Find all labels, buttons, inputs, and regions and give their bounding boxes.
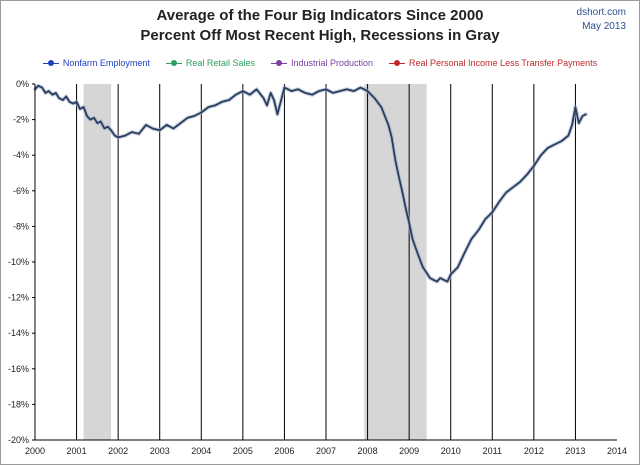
legend-item: Real Retail Sales — [165, 58, 255, 68]
legend-label: Real Personal Income Less Transfer Payme… — [409, 58, 598, 68]
legend-item: Real Personal Income Less Transfer Payme… — [389, 58, 597, 68]
x-tick-label: 2014 — [607, 446, 627, 456]
x-tick-label: 2002 — [108, 446, 128, 456]
legend-marker-icon — [42, 59, 59, 67]
chart-title-line-2: Percent Off Most Recent High, Recessions… — [140, 27, 500, 44]
x-tick-label: 2008 — [358, 446, 378, 456]
source-date: May 2013 — [582, 21, 626, 32]
x-tick-label: 2001 — [67, 446, 87, 456]
chart-legend: Nonfarm Employment Real Retail Sales Indus… — [0, 58, 640, 68]
y-tick-label: -4% — [13, 150, 29, 160]
y-tick-label: -10% — [8, 257, 29, 267]
y-tick-label: -8% — [13, 221, 29, 231]
series-line-shadow — [33, 83, 588, 284]
y-tick-label: -14% — [8, 328, 29, 338]
x-tick-label: 2005 — [233, 446, 253, 456]
legend-item: Nonfarm Employment — [42, 58, 150, 68]
legend-item: Industrial Production — [270, 58, 374, 68]
x-tick-label: 2013 — [565, 446, 585, 456]
y-tick-label: -12% — [8, 293, 29, 303]
legend-marker-icon — [165, 59, 182, 67]
recession-shading — [83, 84, 427, 440]
x-tick-label: 2010 — [441, 446, 461, 456]
legend-label: Industrial Production — [290, 58, 374, 68]
x-tick-label: 2004 — [191, 446, 211, 456]
y-tick-label: -20% — [8, 435, 29, 445]
y-tick-label: -18% — [8, 399, 29, 409]
y-axis-ticks: 0% -2% -4% -6% -8% -10% -12% -14% -16% -18% -20% — [8, 79, 35, 445]
recession-band — [83, 84, 112, 440]
series-layer — [33, 83, 588, 284]
legend-marker-icon — [389, 59, 406, 67]
y-tick-label: -16% — [8, 364, 29, 374]
legend-label: Nonfarm Employment — [62, 58, 150, 68]
x-tick-label: 2009 — [399, 446, 419, 456]
recession-band — [364, 84, 427, 440]
legend-marker-icon — [270, 59, 287, 67]
legend-label: Real Retail Sales — [185, 58, 255, 68]
y-tick-label: -6% — [13, 186, 29, 196]
x-tick-label: 2011 — [483, 446, 502, 456]
x-tick-label: 2006 — [274, 446, 294, 456]
x-axis-ticks: 2000 2001 2002 2003 2004 2005 2006 2007 2008 2009… — [25, 446, 627, 456]
x-tick-label: 2007 — [316, 446, 336, 456]
x-tick-label: 2012 — [524, 446, 544, 456]
source-site: dshort.com — [576, 7, 626, 18]
y-tick-label: 0% — [16, 79, 29, 89]
x-tick-label: 2003 — [150, 446, 170, 456]
chart-title-line-1: Average of the Four Big Indicators Since… — [156, 7, 484, 24]
y-tick-label: -2% — [13, 115, 29, 125]
x-tick-label: 2000 — [25, 446, 45, 456]
year-gridlines — [76, 84, 576, 440]
series-line — [34, 84, 587, 283]
source-attribution: dshort.com May 2013 — [577, 6, 626, 34]
